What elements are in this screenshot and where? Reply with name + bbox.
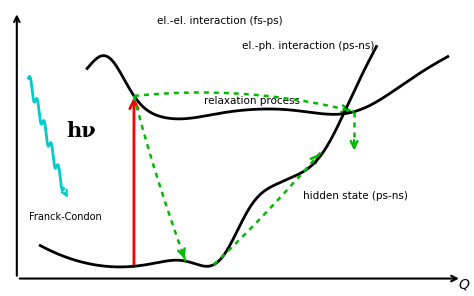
- Text: hidden state (ps-ns): hidden state (ps-ns): [302, 192, 408, 202]
- Text: hν: hν: [66, 120, 96, 141]
- Text: Franck-Condon: Franck-Condon: [28, 212, 101, 222]
- Text: el.-ph. interaction (ps-ns): el.-ph. interaction (ps-ns): [242, 41, 374, 51]
- Text: el.-el. interaction (fs-ps): el.-el. interaction (fs-ps): [157, 16, 283, 26]
- Text: Q: Q: [459, 277, 470, 291]
- Text: relaxation process: relaxation process: [204, 96, 300, 106]
